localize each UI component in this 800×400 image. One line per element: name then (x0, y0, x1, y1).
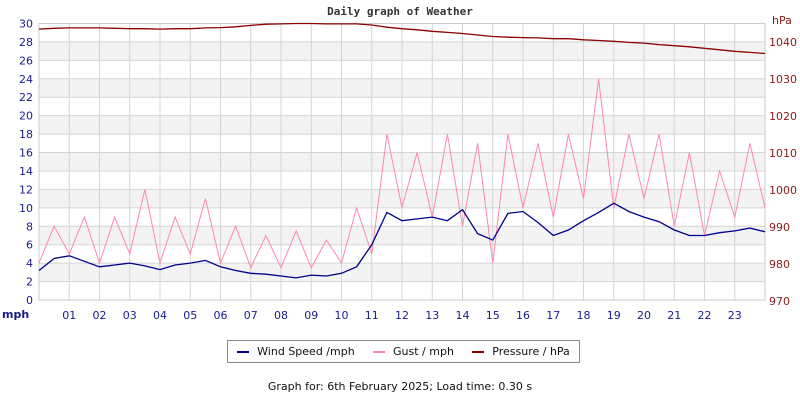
x-tick-label: 10 (335, 309, 349, 322)
left-tick-label: 16 (19, 147, 33, 160)
plot-frame (38, 23, 766, 301)
left-tick-label: 18 (19, 128, 33, 141)
x-tick-label: 03 (123, 309, 137, 322)
right-tick-label: 990 (769, 221, 790, 234)
legend-item-wind: Wind Speed /mph (237, 345, 355, 358)
left-tick-label: 8 (26, 220, 33, 233)
legend-label-gust: Gust / mph (393, 345, 454, 358)
left-tick-label: 6 (26, 239, 33, 252)
left-tick-label: 28 (19, 36, 33, 49)
left-tick-label: 4 (26, 257, 33, 270)
x-tick-label: 21 (667, 309, 681, 322)
x-tick-label: 04 (153, 309, 167, 322)
left-tick-label: 20 (19, 110, 33, 123)
x-tick-label: 20 (637, 309, 651, 322)
legend-label-pressure: Pressure / hPa (492, 345, 570, 358)
x-tick-label: 18 (577, 309, 591, 322)
x-tick-label: 19 (607, 309, 621, 322)
left-tick-label: 0 (26, 294, 33, 307)
x-tick-label: 16 (516, 309, 530, 322)
pressure-swatch (472, 350, 485, 353)
left-tick-label: 14 (19, 165, 33, 178)
x-tick-label: 17 (546, 309, 560, 322)
x-tick-label: 22 (698, 309, 712, 322)
x-tick-label: 02 (93, 309, 107, 322)
wind-swatch (237, 350, 250, 353)
x-tick-label: 08 (274, 309, 288, 322)
footer-status: Graph for: 6th February 2025; Load time:… (267, 380, 533, 393)
right-tick-label: 1020 (769, 110, 797, 123)
wind-speed-line (38, 202, 766, 279)
legend: Wind Speed /mph Gust / mph Pressure / hP… (227, 340, 580, 363)
right-tick-label: 1040 (769, 36, 797, 49)
x-tick-label: 05 (183, 309, 197, 322)
x-tick-label: 01 (62, 309, 76, 322)
left-tick-label: 26 (19, 54, 33, 67)
legend-item-gust: Gust / mph (373, 345, 454, 358)
x-tick-label: 06 (214, 309, 228, 322)
right-tick-label: 1030 (769, 73, 797, 86)
x-tick-label: 09 (304, 309, 318, 322)
x-tick-label: 12 (395, 309, 409, 322)
right-tick-label: 980 (769, 258, 790, 271)
left-tick-label: 22 (19, 91, 33, 104)
gust-swatch (373, 350, 386, 353)
x-tick-label: 15 (486, 309, 500, 322)
x-tick-label: 23 (728, 309, 742, 322)
legend-item-pressure: Pressure / hPa (472, 345, 570, 358)
x-tick-label: 11 (365, 309, 379, 322)
gust-line (38, 78, 766, 269)
chart-title: Daily graph of Weather (327, 5, 473, 18)
x-tick-label: 13 (425, 309, 439, 322)
right-tick-label: 970 (769, 295, 790, 308)
x-tick-label: 07 (244, 309, 258, 322)
left-tick-label: 24 (19, 73, 33, 86)
left-axis-unit: mph (2, 308, 29, 321)
right-axis-unit: hPa (772, 14, 792, 27)
left-tick-label: 30 (19, 18, 33, 31)
left-tick-label: 12 (19, 183, 33, 196)
x-tick-label: 14 (456, 309, 470, 322)
legend-label-wind: Wind Speed /mph (257, 345, 355, 358)
right-tick-label: 1000 (769, 184, 797, 197)
right-tick-label: 1010 (769, 147, 797, 160)
left-tick-label: 10 (19, 202, 33, 215)
pressure-line (38, 22, 766, 55)
left-tick-label: 2 (26, 276, 33, 289)
